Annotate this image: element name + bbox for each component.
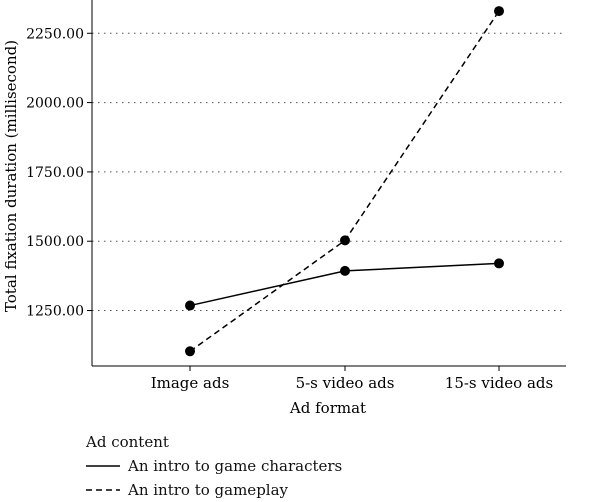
data-point — [185, 346, 195, 357]
y-axis-label: Total fixation duration (millisecond) — [2, 40, 20, 312]
series-line-1 — [189, 10, 500, 352]
data-point — [494, 258, 504, 269]
x-axis-ticks: Image ads 5-s video ads 15-s video ads — [151, 366, 553, 392]
axes — [91, 0, 566, 367]
data-point — [340, 265, 350, 276]
y-tick-label: 1750.00 — [26, 165, 84, 181]
legend-swatch-solid — [86, 465, 120, 467]
legend-label-characters: An intro to game characters — [128, 457, 343, 475]
y-tick-label: 2000.00 — [26, 96, 84, 112]
y-tick-label: 2250.00 — [26, 26, 84, 42]
x-tick-label: 15-s video ads — [445, 374, 553, 392]
x-tick-label: 5-s video ads — [296, 374, 395, 392]
legend-title: Ad content — [86, 433, 169, 451]
legend: Ad content An intro to game characters A… — [86, 430, 342, 502]
legend-item-characters: An intro to game characters — [86, 454, 342, 478]
x-tick-label: Image ads — [151, 374, 230, 392]
legend-item-gameplay: An intro to gameplay — [86, 478, 342, 502]
data-point — [185, 300, 195, 311]
data-point — [340, 235, 350, 246]
y-tick-label: 1500.00 — [26, 234, 84, 250]
x-axis-label: Ad format — [289, 399, 366, 417]
y-axis-ticks: 1250.00 1500.00 1750.00 2000.00 2250.00 — [26, 26, 92, 320]
series-lines — [185, 6, 504, 357]
legend-swatch-dashed — [86, 489, 120, 491]
data-point — [494, 6, 504, 17]
grid-lines — [92, 32, 566, 312]
legend-label-gameplay: An intro to gameplay — [128, 481, 289, 499]
y-tick-label: 1250.00 — [26, 304, 84, 320]
